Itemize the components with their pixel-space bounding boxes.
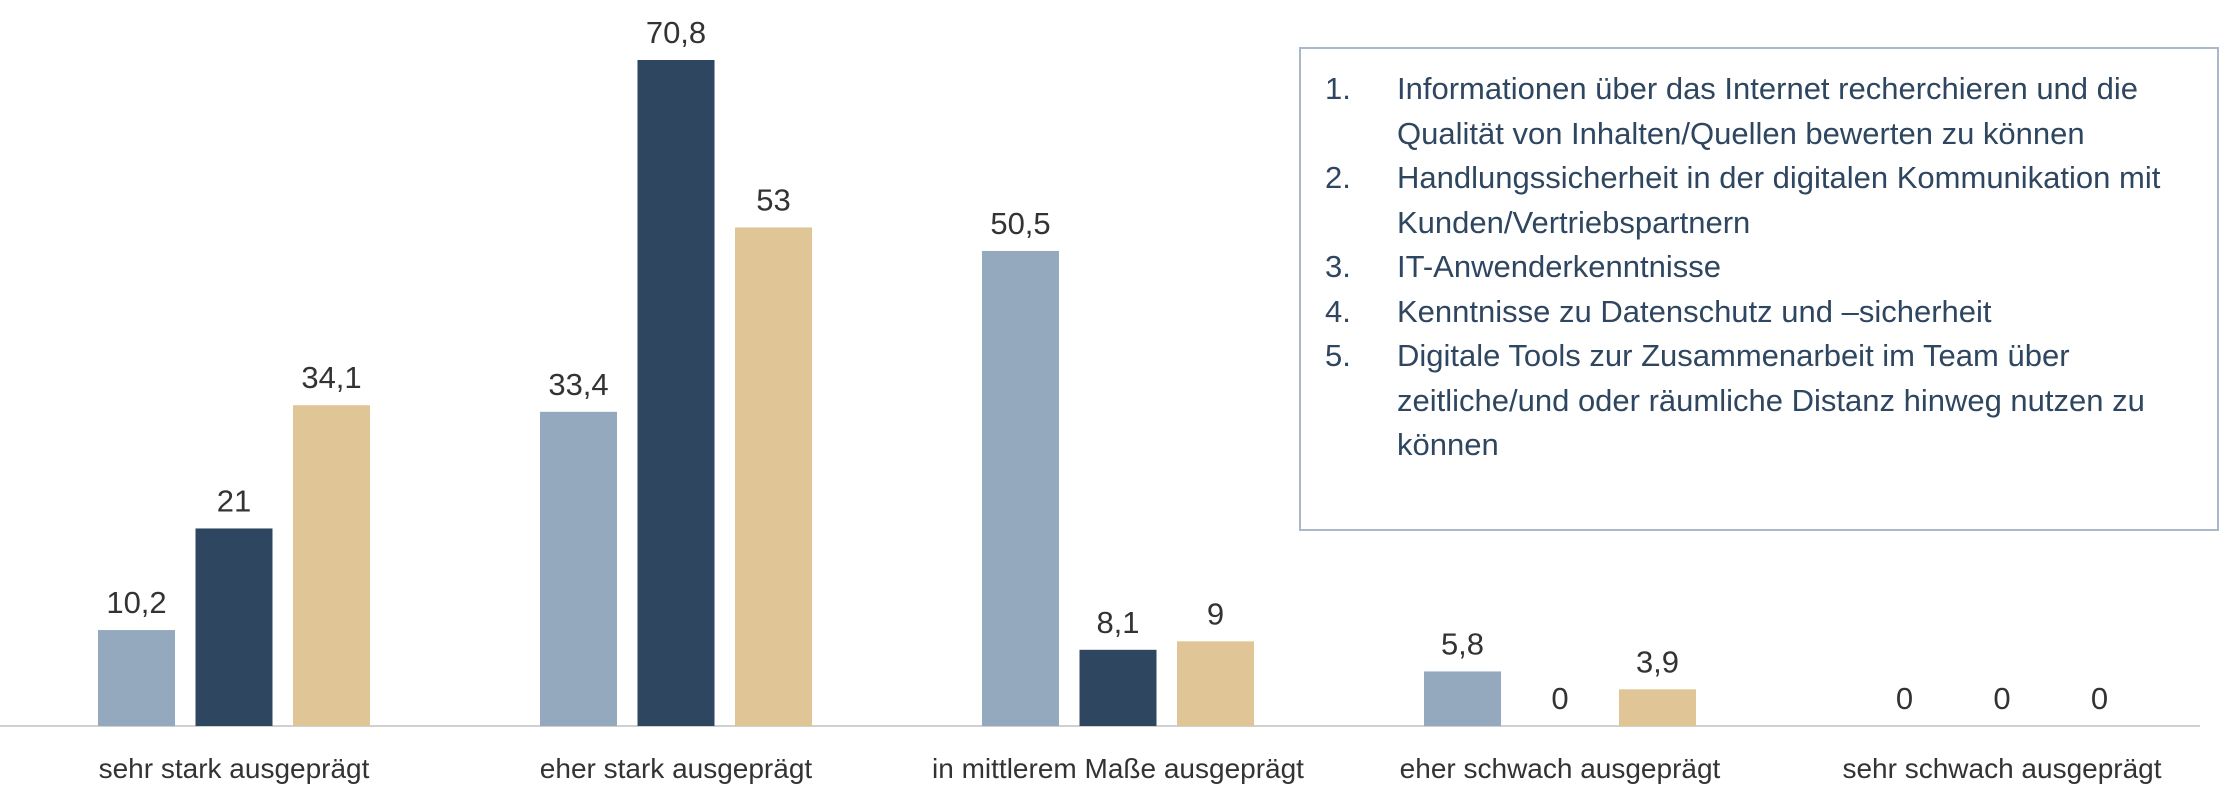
bar	[195, 528, 273, 726]
note-item: 5. Digitale Tools zur Zusammenarbeit im T…	[1325, 334, 2193, 468]
data-label: 0	[1896, 681, 1913, 716]
note-item: 4. Kenntnisse zu Datenschutz und –sicherh…	[1325, 290, 2193, 335]
bar	[293, 405, 370, 726]
data-label: 21	[217, 483, 251, 518]
data-label: 53	[756, 182, 790, 217]
data-label: 50,5	[990, 206, 1050, 241]
note-text: Informationen über das Internet recherch…	[1397, 71, 2139, 151]
note-number: 5.	[1325, 338, 1351, 373]
note-number: 1.	[1325, 71, 1351, 106]
bar	[1177, 641, 1254, 726]
x-tick-label: sehr stark ausgeprägt	[99, 753, 370, 784]
note-text: Digitale Tools zur Zusammenarbeit im Tea…	[1397, 338, 2145, 462]
bar	[1079, 649, 1157, 726]
bar	[982, 250, 1059, 726]
data-label: 33,4	[548, 367, 608, 402]
data-label: 0	[1551, 681, 1568, 716]
bar	[540, 411, 617, 726]
bar	[1619, 689, 1696, 726]
data-label: 8,1	[1096, 605, 1139, 640]
note-number: 2.	[1325, 160, 1351, 195]
data-label: 0	[2091, 681, 2108, 716]
note-item: 1. Informationen über das Internet recher…	[1325, 67, 2193, 156]
data-label: 9	[1207, 596, 1224, 631]
bar	[735, 227, 812, 726]
data-label: 0	[1993, 681, 2010, 716]
x-tick-label: in mittlerem Maße ausgeprägt	[932, 753, 1304, 784]
note-item: 3. IT-Anwenderkenntnisse	[1325, 245, 2193, 290]
data-label: 5,8	[1441, 626, 1484, 661]
note-item: 2. Handlungssicherheit in der digitalen K…	[1325, 156, 2193, 245]
bar	[1424, 671, 1501, 726]
note-text: Kenntnisse zu Datenschutz und –sicherhei…	[1397, 293, 1992, 329]
note-text: IT-Anwenderkenntnisse	[1397, 249, 1721, 284]
data-label: 70,8	[646, 15, 706, 50]
x-tick-label: eher stark ausgeprägt	[540, 753, 813, 784]
x-tick-label: eher schwach ausgeprägt	[1400, 753, 1721, 784]
note-text: Handlungssicherheit in der digitalen Kom…	[1397, 160, 2161, 240]
data-label: 10,2	[106, 585, 166, 620]
x-tick-label: sehr schwach ausgeprägt	[1842, 753, 2161, 784]
note-number: 4.	[1325, 293, 1351, 329]
data-label: 3,9	[1636, 644, 1679, 679]
bar	[98, 630, 175, 726]
note-number: 3.	[1325, 249, 1351, 284]
notes-box: 1. Informationen über das Internet recher…	[1299, 47, 2219, 531]
data-label: 34,1	[301, 360, 361, 395]
bar	[637, 60, 715, 726]
